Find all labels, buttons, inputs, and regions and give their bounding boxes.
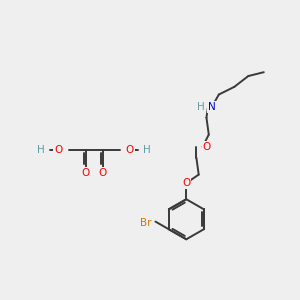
Text: H: H xyxy=(197,102,205,112)
Text: O: O xyxy=(182,178,190,188)
Text: O: O xyxy=(98,168,107,178)
Text: O: O xyxy=(81,168,90,178)
Text: Br: Br xyxy=(140,218,152,228)
Text: O: O xyxy=(126,145,134,155)
Text: H: H xyxy=(143,145,151,155)
Text: O: O xyxy=(54,145,62,155)
Text: N: N xyxy=(208,102,216,112)
Text: H: H xyxy=(38,145,45,155)
Text: O: O xyxy=(202,142,211,152)
